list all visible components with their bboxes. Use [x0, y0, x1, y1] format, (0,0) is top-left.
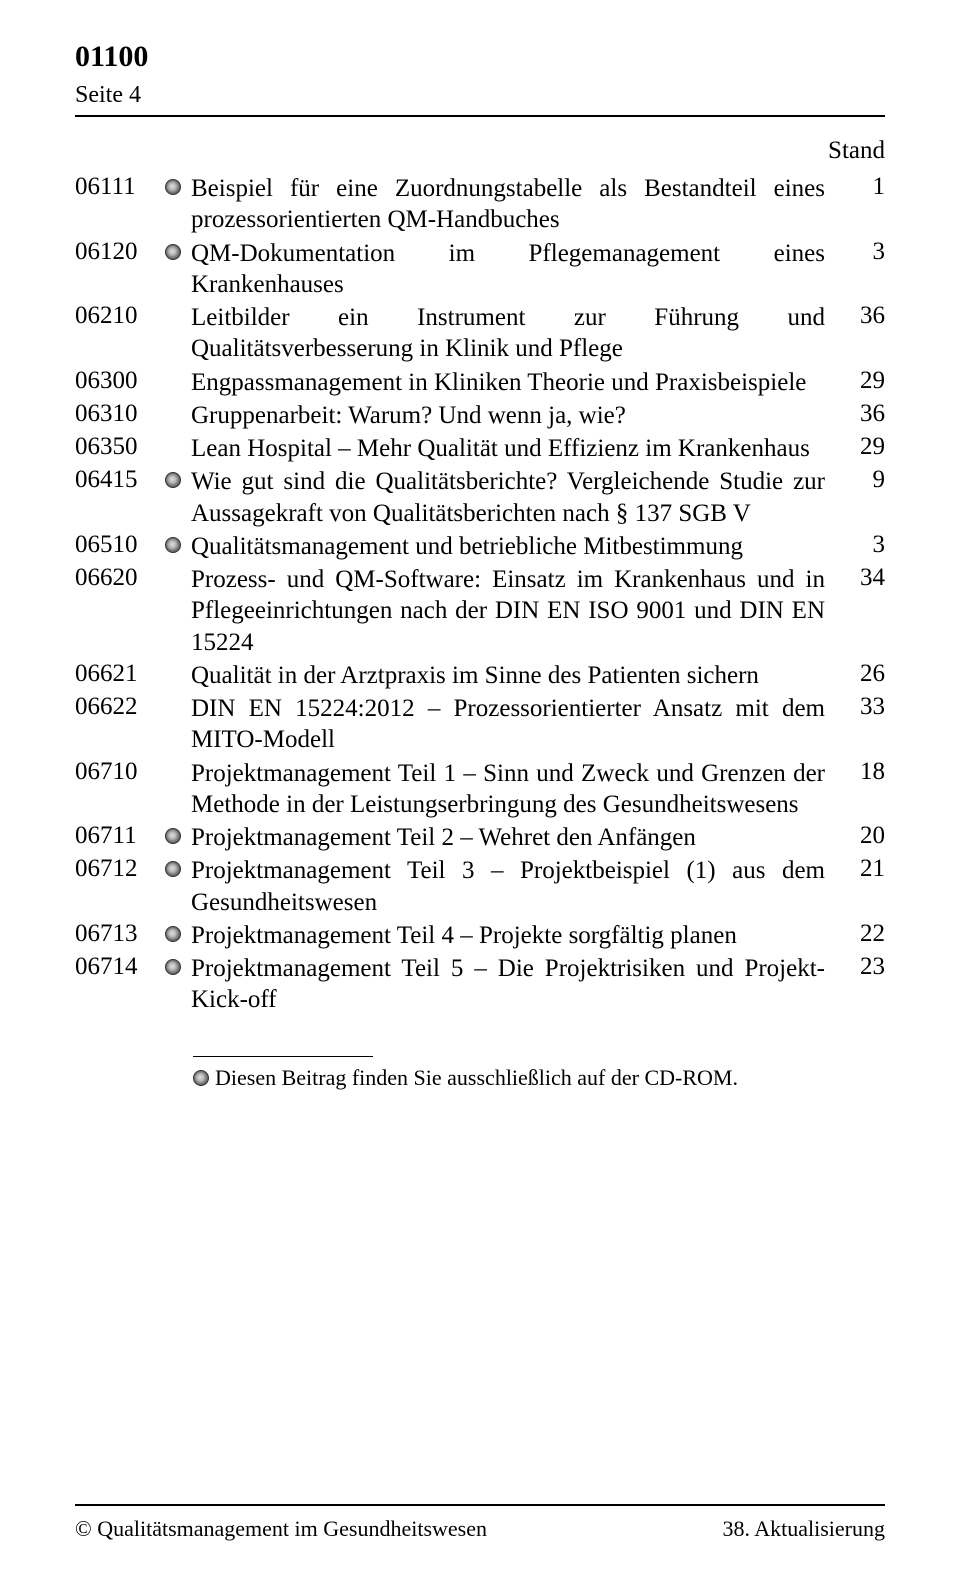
cd-rom-icon — [165, 828, 181, 844]
entry-stand: 18 — [840, 758, 885, 823]
entry-icon-cell — [165, 758, 191, 823]
cd-rom-icon — [165, 537, 181, 553]
entry-icon-cell — [165, 466, 191, 531]
entry-code: 06111 — [75, 173, 165, 238]
section-number: 01100 — [75, 40, 885, 74]
entry-description: Lean Hospital – Mehr Qualität und Effizi… — [191, 433, 840, 466]
cd-rom-icon — [165, 179, 181, 195]
entry-description: Projektmanagement Teil 1 – Sinn und Zwec… — [191, 758, 840, 823]
entry-stand: 33 — [840, 693, 885, 758]
entry-icon-cell — [165, 693, 191, 758]
toc-row: 06711 Projektmanagement Teil 2 – Wehret d… — [75, 822, 885, 855]
entry-code: 06210 — [75, 302, 165, 367]
entry-code: 06714 — [75, 953, 165, 1018]
entry-description: Engpassmanagement in Kliniken Theorie un… — [191, 367, 840, 400]
entry-icon-cell — [165, 660, 191, 693]
stand-column-header: Stand — [75, 137, 885, 165]
cd-rom-icon — [165, 472, 181, 488]
entry-code: 06510 — [75, 531, 165, 564]
entry-icon-cell — [165, 367, 191, 400]
entry-icon-cell — [165, 855, 191, 920]
entry-stand: 3 — [840, 238, 885, 303]
entry-code: 06622 — [75, 693, 165, 758]
page-label: Seite 4 — [75, 82, 885, 117]
toc-row: 06415 Wie gut sind die Qualitätsberichte?… — [75, 466, 885, 531]
entry-stand: 36 — [840, 302, 885, 367]
entry-code: 06710 — [75, 758, 165, 823]
entry-stand: 22 — [840, 920, 885, 953]
entry-icon-cell — [165, 238, 191, 303]
toc-row: 06621 Qualität in der Arztpraxis im Sinne… — [75, 660, 885, 693]
entry-code: 06120 — [75, 238, 165, 303]
entry-stand: 9 — [840, 466, 885, 531]
entry-code: 06713 — [75, 920, 165, 953]
entry-stand: 23 — [840, 953, 885, 1018]
entry-description: Wie gut sind die Qualitätsberichte? Verg… — [191, 466, 840, 531]
entry-code: 06620 — [75, 564, 165, 660]
entry-code: 06350 — [75, 433, 165, 466]
entry-code: 06415 — [75, 466, 165, 531]
toc-row: 06714 Projektmanagement Teil 5 – Die Proj… — [75, 953, 885, 1018]
entry-icon-cell — [165, 564, 191, 660]
entry-icon-cell — [165, 400, 191, 433]
entry-description: Projektmanagement Teil 4 – Projekte sorg… — [191, 920, 840, 953]
entry-stand: 21 — [840, 855, 885, 920]
page-footer: © Qualitätsmanagement im Gesundheitswese… — [75, 1504, 885, 1542]
entry-code: 06621 — [75, 660, 165, 693]
toc-row: 06620 Prozess- und QM-Software: Einsatz i… — [75, 564, 885, 660]
footnote-text: Diesen Beitrag finden Sie ausschließlich… — [215, 1065, 738, 1091]
entry-icon-cell — [165, 531, 191, 564]
entry-description: Prozess- und QM-Software: Einsatz im Kra… — [191, 564, 840, 660]
entry-description: QM-Dokumentation im Pflegemanagement ein… — [191, 238, 840, 303]
footer-right: 38. Aktualisierung — [722, 1516, 885, 1542]
entry-stand: 20 — [840, 822, 885, 855]
toc-row: 06111 Beispiel für eine Zuordnungstabelle… — [75, 173, 885, 238]
entry-code: 06711 — [75, 822, 165, 855]
entry-description: Projektmanagement Teil 2 – Wehret den An… — [191, 822, 840, 855]
footnote-rule — [193, 1056, 373, 1057]
toc-row: 06350 Lean Hospital – Mehr Qualität und E… — [75, 433, 885, 466]
toc-row: 06510 Qualitätsmanagement und betrieblich… — [75, 531, 885, 564]
cd-rom-icon — [165, 926, 181, 942]
entry-description: Projektmanagement Teil 3 – Projektbeispi… — [191, 855, 840, 920]
toc-table: 06111 Beispiel für eine Zuordnungstabelle… — [75, 173, 885, 1018]
toc-row: 06310 Gruppenarbeit: Warum? Und wenn ja, … — [75, 400, 885, 433]
entry-stand: 29 — [840, 367, 885, 400]
entry-description: Gruppenarbeit: Warum? Und wenn ja, wie? — [191, 400, 840, 433]
cd-rom-icon — [165, 244, 181, 260]
entry-icon-cell — [165, 433, 191, 466]
entry-icon-cell — [165, 173, 191, 238]
entry-description: Projektmanagement Teil 5 – Die Projektri… — [191, 953, 840, 1018]
footer-left: © Qualitätsmanagement im Gesundheitswese… — [75, 1516, 487, 1542]
entry-stand: 3 — [840, 531, 885, 564]
entry-code: 06300 — [75, 367, 165, 400]
toc-row: 06622 DIN EN 15224:2012 – Prozessorientie… — [75, 693, 885, 758]
entry-description: DIN EN 15224:2012 – Prozessorientierter … — [191, 693, 840, 758]
cd-rom-icon — [165, 959, 181, 975]
entry-icon-cell — [165, 302, 191, 367]
entry-code: 06712 — [75, 855, 165, 920]
entry-stand: 1 — [840, 173, 885, 238]
entry-icon-cell — [165, 953, 191, 1018]
toc-row: 06712 Projektmanagement Teil 3 – Projektb… — [75, 855, 885, 920]
entry-stand: 29 — [840, 433, 885, 466]
toc-row: 06713 Projektmanagement Teil 4 – Projekte… — [75, 920, 885, 953]
entry-description: Qualität in der Arztpraxis im Sinne des … — [191, 660, 840, 693]
entry-code: 06310 — [75, 400, 165, 433]
entry-icon-cell — [165, 822, 191, 855]
entry-stand: 26 — [840, 660, 885, 693]
toc-row: 06300 Engpassmanagement in Kliniken Theor… — [75, 367, 885, 400]
entry-stand: 34 — [840, 564, 885, 660]
toc-row: 06210 Leitbilder ein Instrument zur Führu… — [75, 302, 885, 367]
entry-description: Beispiel für eine Zuordnungstabelle als … — [191, 173, 840, 238]
toc-row: 06120 QM-Dokumentation im Pflegemanagemen… — [75, 238, 885, 303]
toc-row: 06710 Projektmanagement Teil 1 – Sinn und… — [75, 758, 885, 823]
cd-rom-icon — [165, 861, 181, 877]
entry-stand: 36 — [840, 400, 885, 433]
entry-description: Qualitätsmanagement und betriebliche Mit… — [191, 531, 840, 564]
cd-rom-icon — [193, 1070, 209, 1086]
footnote-block: Diesen Beitrag finden Sie ausschließlich… — [193, 1056, 885, 1091]
entry-icon-cell — [165, 920, 191, 953]
entry-description: Leitbilder ein Instrument zur Führung un… — [191, 302, 840, 367]
